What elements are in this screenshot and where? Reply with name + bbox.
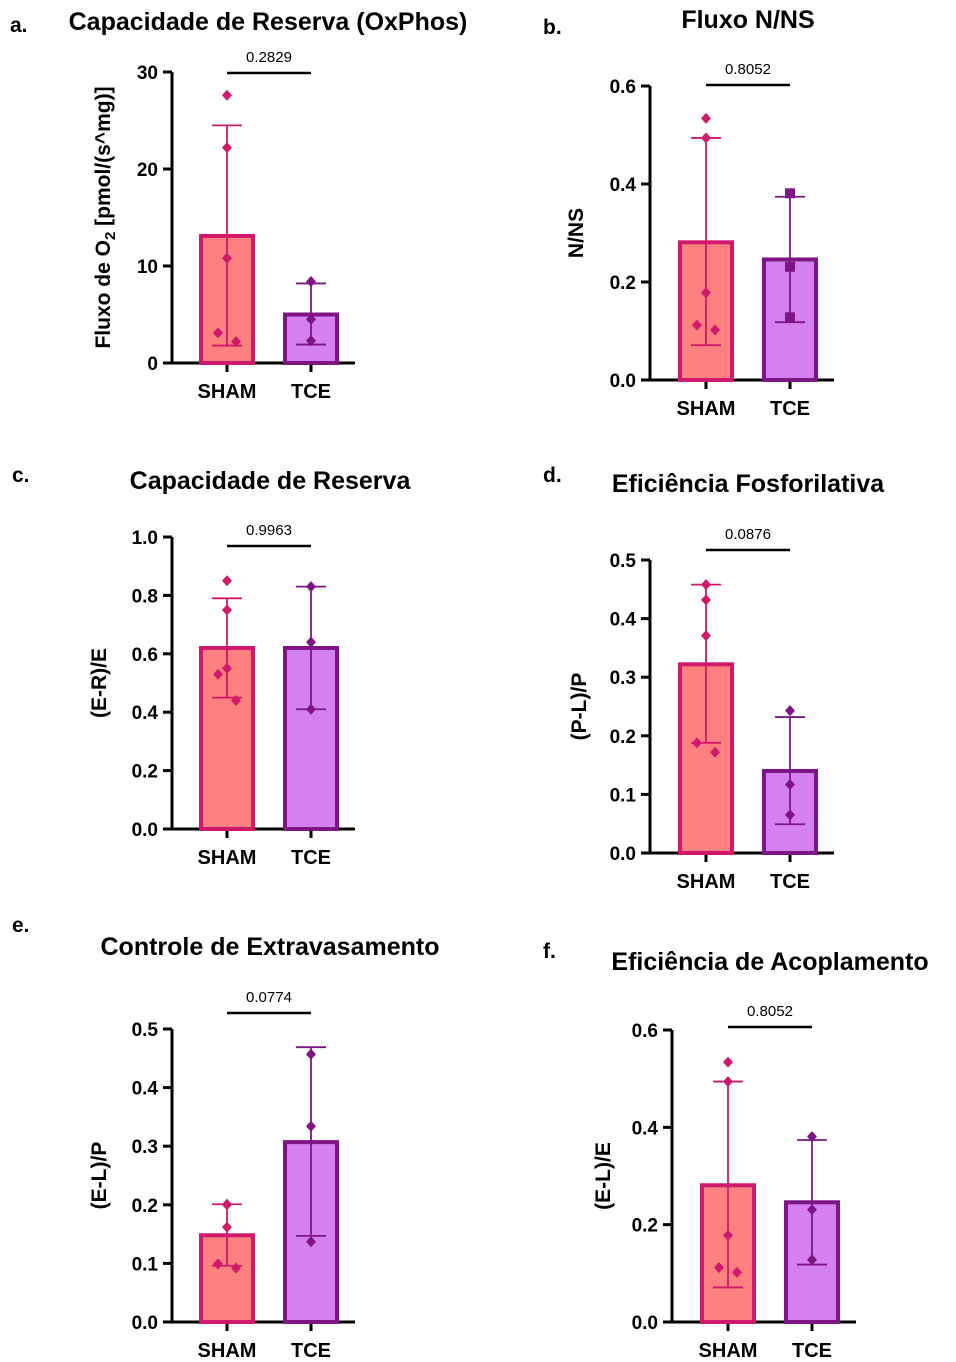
- y-tick-label: 10: [137, 257, 158, 278]
- chart-title: Capacidade de Reserva: [130, 467, 412, 495]
- data-point: [222, 1222, 232, 1233]
- y-tick-label: 0: [147, 354, 158, 375]
- p-value-label: 0.8052: [747, 1003, 793, 1020]
- p-value-label: 0.2829: [246, 49, 292, 66]
- y-axis-label: Fluxo de O2 [pmol/(s^mg)]: [92, 86, 119, 348]
- y-tick-label: 0.4: [632, 1118, 659, 1139]
- y-tick-label: 0.5: [132, 1020, 159, 1041]
- y-axis-label: (E-L)/E: [592, 1142, 615, 1210]
- data-point: [306, 1049, 316, 1060]
- panel-letter: a.: [10, 14, 28, 37]
- y-axis-label: (E-L)/P: [88, 1142, 111, 1210]
- y-tick-label: 0.4: [610, 175, 637, 196]
- y-tick-label: 0.0: [132, 1313, 158, 1334]
- data-point: [701, 594, 711, 605]
- chart-title: Eficiência Fosforilativa: [612, 470, 885, 498]
- chart-title: Fluxo N/NS: [681, 6, 814, 34]
- y-tick-label: 0.4: [610, 610, 637, 631]
- y-tick-label: 0.1: [132, 1254, 159, 1275]
- data-point: [785, 312, 795, 322]
- x-tick-label: SHAM: [198, 1340, 257, 1362]
- data-point: [785, 262, 795, 272]
- y-tick-label: 0.5: [610, 551, 637, 572]
- chart-title: Controle de Extravasamento: [101, 933, 440, 961]
- y-axis-label: N/NS: [565, 208, 588, 258]
- data-point: [222, 90, 232, 101]
- data-point: [701, 579, 711, 590]
- panel-letter: f.: [543, 940, 556, 963]
- p-value-label: 0.0876: [725, 526, 771, 543]
- y-tick-label: 0.6: [632, 1021, 658, 1042]
- data-point: [306, 581, 316, 592]
- panel-letter: e.: [12, 914, 30, 937]
- panel-letter: c.: [12, 464, 30, 487]
- panel-letter: d.: [543, 464, 562, 487]
- x-tick-label: SHAM: [198, 847, 257, 869]
- data-point: [222, 142, 232, 153]
- y-tick-label: 0.0: [610, 844, 636, 865]
- data-point: [723, 1076, 733, 1087]
- y-tick-label: 0.4: [132, 1079, 159, 1100]
- x-tick-label: SHAM: [699, 1340, 758, 1362]
- x-tick-label: TCE: [792, 1340, 832, 1362]
- p-value-label: 0.9963: [246, 522, 292, 539]
- y-tick-label: 30: [137, 63, 158, 84]
- data-point: [222, 605, 232, 616]
- x-tick-label: TCE: [770, 871, 810, 893]
- y-tick-label: 20: [137, 160, 158, 181]
- data-point: [785, 188, 795, 198]
- data-point: [701, 113, 711, 124]
- y-tick-label: 0.2: [632, 1216, 658, 1237]
- y-tick-label: 0.3: [610, 668, 636, 689]
- y-tick-label: 0.6: [610, 77, 636, 98]
- y-tick-label: 0.3: [132, 1137, 158, 1158]
- x-tick-label: TCE: [291, 1340, 331, 1362]
- y-tick-label: 0.0: [632, 1313, 658, 1334]
- data-point: [222, 1199, 232, 1210]
- data-point: [785, 705, 795, 716]
- x-tick-label: TCE: [770, 398, 810, 420]
- y-tick-label: 0.4: [132, 703, 159, 724]
- p-value-label: 0.8052: [725, 61, 771, 78]
- y-tick-label: 0.8: [132, 586, 158, 607]
- y-tick-label: 0.2: [132, 1196, 158, 1217]
- x-tick-label: SHAM: [198, 381, 257, 403]
- y-tick-label: 0.0: [610, 371, 636, 392]
- y-tick-label: 0.2: [132, 762, 158, 783]
- x-tick-label: TCE: [291, 381, 331, 403]
- x-tick-label: TCE: [291, 847, 331, 869]
- x-tick-label: SHAM: [677, 871, 736, 893]
- y-tick-label: 0.2: [610, 727, 636, 748]
- x-tick-label: SHAM: [677, 398, 736, 420]
- y-axis-label: (P-L)/P: [568, 673, 591, 741]
- data-point: [306, 1121, 316, 1132]
- y-tick-label: 1.0: [132, 528, 158, 549]
- data-point: [222, 575, 232, 586]
- data-point: [701, 630, 711, 641]
- y-tick-label: 0.2: [610, 273, 636, 294]
- y-tick-label: 0.0: [132, 820, 158, 841]
- y-tick-label: 0.6: [132, 645, 158, 666]
- panel-letter: b.: [543, 16, 562, 39]
- chart-title: Capacidade de Reserva (OxPhos): [69, 8, 468, 36]
- y-tick-label: 0.1: [610, 785, 637, 806]
- data-point: [701, 132, 711, 143]
- data-point: [723, 1057, 733, 1068]
- p-value-label: 0.0774: [246, 989, 292, 1006]
- data-point: [306, 276, 316, 287]
- chart-title: Eficiência de Acoplamento: [611, 948, 928, 976]
- y-axis-label: (E-R)/E: [88, 648, 111, 718]
